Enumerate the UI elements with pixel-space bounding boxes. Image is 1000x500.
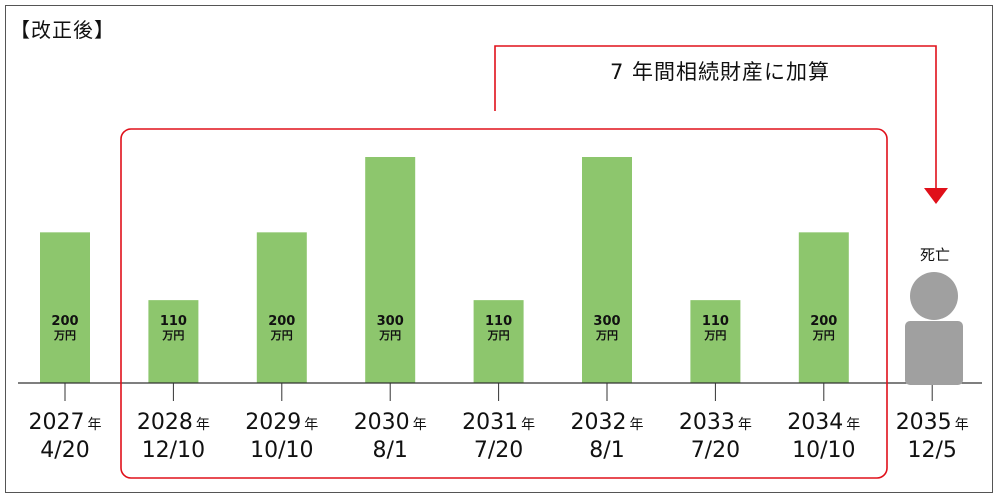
bar xyxy=(148,300,199,383)
seven-year-bracket xyxy=(120,128,888,479)
arrow-down-icon xyxy=(924,188,948,204)
death-label: 死亡 xyxy=(919,246,950,264)
figure-frame xyxy=(5,5,993,493)
bar-series xyxy=(40,157,849,383)
bar xyxy=(473,300,524,383)
bar xyxy=(798,232,849,383)
bar xyxy=(365,157,416,383)
axis-ticks xyxy=(64,383,933,401)
seven-year-annotation: 7 年間相続財産に加算 xyxy=(609,60,831,84)
page-title: 【改正後】 xyxy=(10,18,115,42)
bar xyxy=(582,157,632,383)
bar xyxy=(256,232,307,383)
person-silhouette-icon xyxy=(905,272,963,385)
bar xyxy=(40,232,90,383)
person-body xyxy=(905,321,963,385)
bar xyxy=(690,300,741,383)
person-head xyxy=(910,272,958,320)
addition-arrow-line xyxy=(494,45,937,188)
